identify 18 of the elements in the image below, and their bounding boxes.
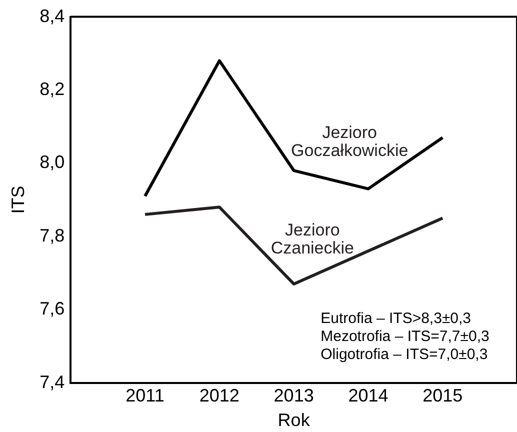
- x-tick-label: 2012: [199, 386, 240, 406]
- annotation: Mezotrofia – ITS=7,7±0,3: [320, 328, 490, 345]
- series-label: Jezioro Czanieckie: [270, 220, 354, 258]
- y-tick-label: 8,2: [40, 78, 65, 99]
- x-tick-label: 2014: [348, 386, 388, 406]
- x-tick-label: 2015: [422, 386, 463, 406]
- y-axis-title: ITS: [8, 186, 28, 214]
- y-tick-label: 7,8: [40, 225, 65, 246]
- x-axis-title: Rok: [278, 410, 311, 430]
- x-tick-label: 2011: [126, 386, 164, 406]
- y-tick-label: 8,4: [40, 6, 65, 26]
- x-tick-label: 2013: [274, 386, 314, 406]
- series-label: Jezioro Goczałkowickie: [291, 123, 408, 160]
- y-tick-label: 7,4: [40, 372, 65, 392]
- annotation: Oligotrofia – ITS=7,0±0,3: [320, 346, 488, 363]
- y-tick-label: 8,0: [40, 152, 65, 172]
- y-tick-label: 7,6: [40, 298, 65, 319]
- annotation: Eutrofia – ITS>8,3±0,3: [320, 310, 472, 327]
